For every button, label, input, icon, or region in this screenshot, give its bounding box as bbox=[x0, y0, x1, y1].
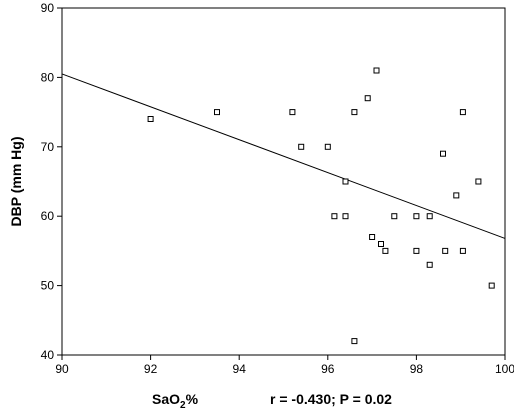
data-point bbox=[475, 178, 482, 185]
data-point bbox=[413, 247, 420, 254]
data-point bbox=[351, 109, 358, 116]
x-tick-label: 90 bbox=[55, 362, 69, 376]
x-tick-label: 94 bbox=[233, 362, 247, 376]
data-points bbox=[147, 67, 495, 345]
data-point bbox=[459, 247, 466, 254]
data-point bbox=[488, 282, 495, 289]
correlation-annotation: r = -0.430; P = 0.02 bbox=[270, 391, 392, 407]
data-point bbox=[413, 213, 420, 220]
plot-border bbox=[61, 7, 506, 356]
y-tick-label: 50 bbox=[41, 279, 55, 293]
data-point bbox=[342, 213, 349, 220]
y-tick-label: 90 bbox=[41, 1, 55, 15]
x-tick-label: 92 bbox=[144, 362, 158, 376]
data-point bbox=[442, 247, 449, 254]
y-axis: 40 50 60 70 80 90 bbox=[41, 1, 62, 362]
data-point bbox=[351, 338, 358, 345]
data-point bbox=[459, 109, 466, 116]
data-point bbox=[364, 95, 371, 102]
x-axis-label-suffix: % bbox=[186, 391, 199, 407]
data-point bbox=[342, 178, 349, 185]
x-axis-label-base: SaO bbox=[152, 391, 180, 407]
data-point bbox=[426, 261, 433, 268]
data-point bbox=[214, 109, 220, 116]
data-point bbox=[373, 67, 380, 74]
data-point bbox=[324, 143, 331, 150]
trendline-group bbox=[61, 73, 506, 239]
data-point bbox=[298, 143, 305, 150]
y-tick-label: 70 bbox=[41, 140, 55, 154]
plot-area bbox=[61, 7, 506, 356]
regression-line bbox=[61, 73, 506, 239]
data-point bbox=[453, 192, 460, 199]
data-point bbox=[331, 213, 338, 220]
data-point bbox=[440, 150, 446, 157]
x-axis-label: SaO2% bbox=[152, 391, 199, 411]
x-tick-label: 96 bbox=[321, 362, 335, 376]
y-tick-label: 80 bbox=[41, 70, 55, 84]
data-point bbox=[382, 247, 389, 254]
data-point bbox=[289, 109, 296, 116]
data-point bbox=[369, 234, 376, 240]
x-axis: 90 92 94 96 98 100 bbox=[55, 355, 514, 376]
y-tick-label: 40 bbox=[41, 348, 55, 362]
x-axis-label-subscript: 2 bbox=[180, 400, 186, 411]
y-axis-label: DBP (mm Hg) bbox=[8, 137, 24, 227]
x-tick-label: 100 bbox=[495, 362, 514, 376]
data-point bbox=[426, 213, 433, 220]
data-point bbox=[147, 116, 154, 122]
data-point bbox=[391, 213, 398, 220]
x-tick-label: 98 bbox=[410, 362, 424, 376]
data-point bbox=[378, 241, 384, 247]
y-tick-label: 60 bbox=[41, 209, 55, 223]
